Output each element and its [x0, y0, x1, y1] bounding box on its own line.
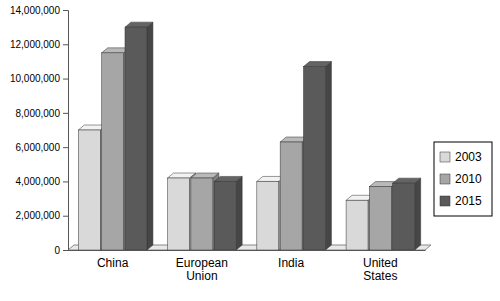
bar-side	[415, 178, 421, 250]
bar-front	[257, 181, 279, 250]
y-tick-label: 0	[54, 245, 60, 256]
y-tick-mark	[63, 181, 68, 182]
bar	[214, 176, 242, 250]
bar-top	[303, 62, 331, 67]
bar-side	[147, 22, 153, 250]
legend: 2003 2010 2015	[434, 142, 492, 216]
x-tick-label: EuropeanUnion	[176, 256, 228, 284]
legend-label: 2010	[455, 172, 482, 186]
y-tick-label: 4,000,000	[16, 176, 61, 187]
x-tick: China	[97, 250, 129, 270]
bar-front	[78, 130, 100, 250]
y-tick-label: 2,000,000	[16, 210, 61, 221]
bar-side	[325, 62, 331, 250]
legend-swatch	[440, 152, 450, 162]
y-tick: 14,000,000	[10, 5, 68, 16]
legend-swatch	[440, 174, 450, 184]
bar-front	[168, 178, 190, 250]
bar-front	[393, 183, 415, 250]
x-axis: China EuropeanUnion India UnitedStates	[69, 250, 426, 283]
x-tick-label: UnitedStates	[363, 256, 398, 284]
y-tick-label: 6,000,000	[16, 142, 61, 153]
y-tick-label: 10,000,000	[10, 73, 60, 84]
bar-front	[214, 181, 236, 250]
bar-top	[393, 178, 421, 183]
legend-swatch	[440, 196, 450, 206]
bar-front	[125, 27, 147, 250]
bar	[125, 22, 153, 250]
y-tick-mark	[63, 147, 68, 148]
y-tick-mark	[63, 216, 68, 217]
bar-front	[280, 142, 302, 250]
y-tick-label: 12,000,000	[10, 39, 60, 50]
bar-front	[369, 187, 391, 250]
bar-front	[102, 53, 124, 250]
bar-front	[346, 200, 368, 250]
y-axis: 0 2,000,000 4,000,000 6,000,000 8,000,000 10,…	[10, 5, 69, 256]
y-tick: 8,000,000	[16, 108, 69, 119]
bar-top	[168, 173, 196, 178]
x-tick: UnitedStates	[363, 250, 398, 283]
x-tick: EuropeanUnion	[176, 250, 228, 283]
y-tick-mark	[63, 10, 68, 11]
y-tick: 2,000,000	[16, 210, 69, 221]
bars	[78, 22, 420, 250]
legend-label: 2003	[455, 150, 482, 164]
y-axis-line	[63, 11, 69, 251]
bar-top	[191, 173, 219, 178]
y-tick-label: 8,000,000	[16, 108, 61, 119]
y-tick: 4,000,000	[16, 176, 69, 187]
bar-top	[125, 22, 153, 27]
y-tick: 12,000,000	[10, 39, 68, 50]
y-tick: 0	[54, 245, 68, 256]
x-tick: India	[278, 250, 304, 270]
legend-label: 2015	[455, 194, 482, 208]
y-tick-label: 14,000,000	[10, 5, 60, 16]
y-tick-mark	[63, 250, 68, 251]
chart: 0 2,000,000 4,000,000 6,000,000 8,000,000 10,…	[0, 0, 500, 301]
bar-front	[191, 178, 213, 250]
x-tick-label: India	[278, 256, 304, 270]
y-tick-mark	[63, 79, 68, 80]
y-tick: 6,000,000	[16, 142, 69, 153]
y-tick: 10,000,000	[10, 73, 68, 84]
x-tick-label: China	[97, 256, 129, 270]
y-tick-mark	[63, 113, 68, 114]
bar	[303, 62, 331, 250]
bar-top	[214, 176, 242, 181]
bar-front	[303, 67, 325, 250]
legend-box	[434, 142, 492, 216]
y-tick-mark	[63, 44, 68, 45]
bar	[393, 178, 421, 250]
bar-side	[236, 176, 242, 250]
x-axis-line	[69, 250, 426, 251]
